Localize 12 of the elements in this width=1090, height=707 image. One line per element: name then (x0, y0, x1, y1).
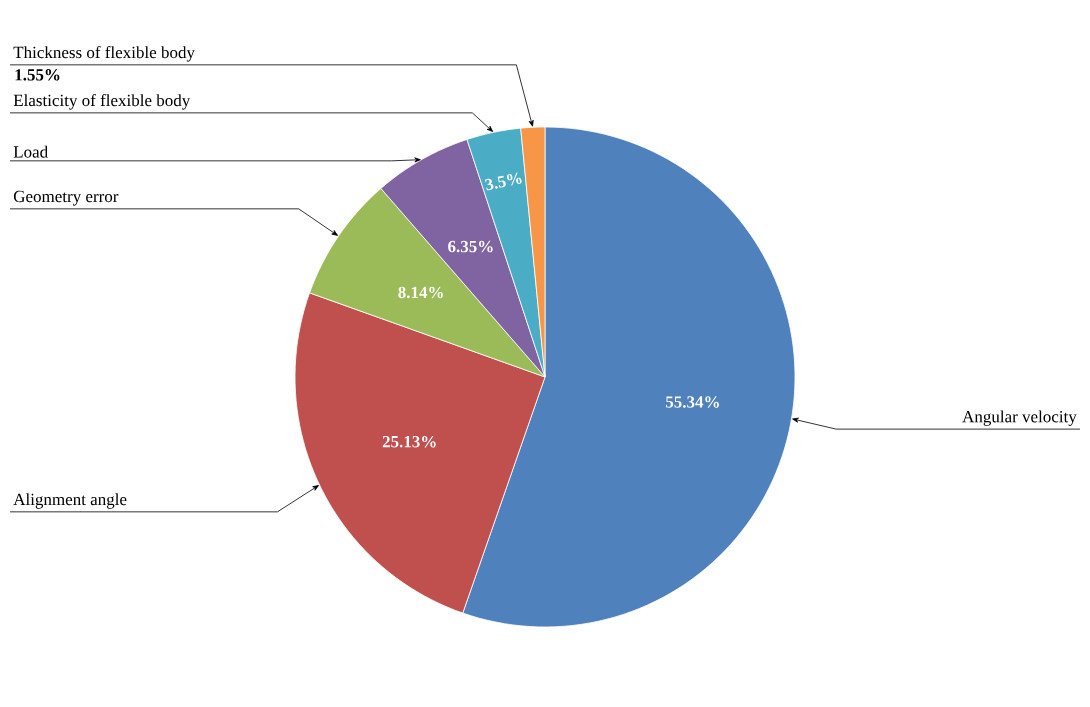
data-label: 1.55% (15, 69, 60, 81)
data-label: 25.13% (382, 435, 436, 448)
data-label: 55.34% (665, 396, 719, 408)
slice-label: Load (13, 145, 48, 158)
slice-label: Thickness of flexible body (13, 46, 195, 62)
slice-label: Angular velocity (962, 410, 1077, 426)
data-label: 3.5% (485, 172, 522, 191)
slice-label: Alignment angle (13, 493, 127, 509)
slice-label: Geometry error (13, 190, 119, 206)
data-label: 8.14% (398, 286, 443, 299)
data-label: 6.35% (448, 240, 493, 253)
slice-label: Elasticity of flexible body (13, 94, 191, 110)
